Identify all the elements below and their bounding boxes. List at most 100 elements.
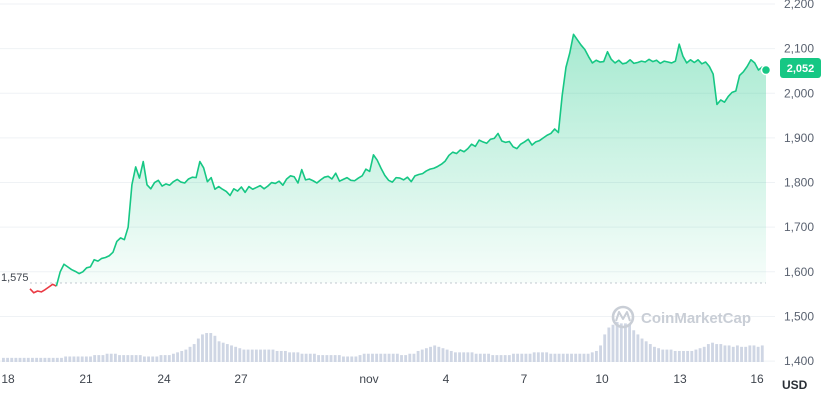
volume-bar (259, 349, 262, 362)
volume-bar (520, 353, 524, 362)
volume-bar (594, 350, 598, 362)
volume-bar (420, 349, 424, 362)
volume-bar (408, 353, 412, 362)
volume-bar (499, 355, 503, 362)
y-tick-label: 1,400 (784, 354, 814, 368)
watermark-text: CoinMarketCap (641, 310, 751, 327)
volume-bar (760, 345, 764, 362)
volume-bar (192, 344, 196, 362)
volume-bar (590, 352, 594, 362)
volume-bar (632, 330, 636, 362)
volume-bar (453, 352, 457, 362)
volume-bar (68, 356, 72, 362)
volume-bar (138, 355, 142, 362)
volume-bar (677, 350, 681, 362)
volume-bar (478, 353, 482, 362)
volume-bar (366, 353, 370, 362)
volume-bar (416, 350, 420, 362)
start-price-label: 1,575 (1, 272, 29, 284)
volume-bar (134, 355, 138, 362)
volume-bar (756, 346, 760, 362)
currency-unit-label: USD (782, 378, 808, 392)
volume-bar (196, 338, 200, 362)
volume-bar (698, 348, 702, 362)
volume-bar (462, 352, 466, 362)
volume-bar (599, 345, 602, 362)
volume-bar (640, 338, 644, 362)
volume-bar (441, 348, 445, 362)
volume-bar (35, 357, 39, 362)
volume-bar (39, 357, 43, 362)
volume-bar (686, 350, 690, 362)
volume-bar (31, 357, 34, 362)
x-tick-label: 18 (1, 372, 15, 386)
volume-bar (395, 353, 399, 362)
volume-bar (528, 353, 532, 362)
volume-bar (449, 350, 453, 362)
volume-bar (624, 323, 627, 362)
x-axis: 18 21 24 27 nov 4 7 10 13 16 (1, 372, 764, 386)
y-tick-label: 1,500 (784, 309, 814, 323)
volume-bar (358, 355, 362, 362)
x-tick-label: nov (359, 372, 378, 386)
volume-bar (673, 350, 677, 362)
volume-bar (176, 352, 180, 362)
volume-bar (690, 350, 694, 362)
volume-bar (151, 356, 155, 362)
volume-bar (342, 356, 345, 362)
volume-bar (43, 357, 47, 362)
volume-bar (578, 353, 582, 362)
volume-bar (748, 345, 752, 362)
volume-bar (503, 355, 507, 362)
volume-bar (723, 345, 727, 362)
volume-bar (159, 355, 163, 362)
volume-bar (636, 334, 640, 362)
volume-bar (719, 344, 723, 362)
volume-bar (715, 344, 719, 362)
volume-bar (167, 355, 171, 362)
volume-bar (308, 353, 312, 362)
volume-bar (541, 352, 544, 362)
volume-bar (26, 357, 30, 362)
current-price-dot[interactable] (760, 64, 772, 76)
volume-bar (51, 357, 55, 362)
volume-bar (172, 353, 175, 362)
volume-bar (437, 346, 441, 362)
volume-bar (113, 353, 117, 362)
volume-bar (445, 349, 449, 362)
volume-bar (740, 346, 743, 362)
volume-bar (109, 353, 113, 362)
volume-bar (142, 356, 146, 362)
volume-bar (653, 346, 656, 362)
volume-bar (619, 323, 623, 362)
volume-bar (379, 353, 383, 362)
volume-bar (524, 353, 528, 362)
volume-bar (155, 356, 159, 362)
y-axis: 2,200 2,100 2,000 1,900 1,800 1,700 1,600 1,500… (784, 0, 814, 368)
volume-bar (60, 357, 63, 362)
y-tick-label: 1,700 (784, 220, 814, 234)
volume-bar (122, 355, 126, 362)
volume-bar (702, 346, 706, 362)
volume-bar (205, 333, 209, 362)
volume-bar (225, 344, 229, 362)
volume-bar (371, 353, 374, 362)
volume-bar (412, 353, 416, 362)
volume-bar (424, 348, 428, 362)
volume-bar (582, 353, 586, 362)
volume-bar (657, 348, 661, 362)
y-tick-label: 2,000 (784, 86, 814, 100)
volume-bar (267, 349, 271, 362)
volume-bar (221, 342, 225, 362)
volume-bar (727, 345, 731, 362)
volume-bar (549, 353, 553, 362)
volume-bar (217, 341, 221, 362)
volume-bar (731, 346, 735, 362)
volume-bar (565, 353, 569, 362)
volume-bar (487, 353, 491, 362)
x-tick-label: 24 (157, 372, 171, 386)
volume-bar (313, 353, 316, 362)
volume-bar (230, 345, 233, 362)
volume-bar (429, 346, 432, 362)
